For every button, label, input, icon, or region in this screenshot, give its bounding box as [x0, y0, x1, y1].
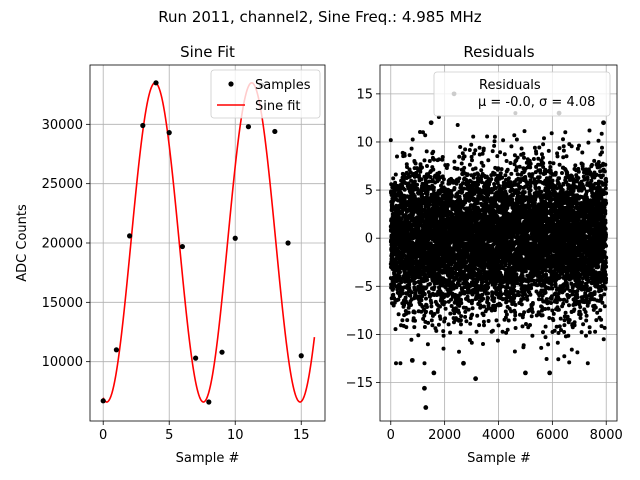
legend-residuals-stats: μ = -0.0, σ = 4.08 [478, 95, 595, 110]
sine-fit-frame [89, 64, 326, 422]
sample-point [193, 355, 199, 361]
residuals-ytick-label: 10 [356, 135, 373, 150]
sine-fit-ytick-label: 25000 [42, 177, 83, 192]
residuals-legend: Residuals μ = -0.0, σ = 4.08 [433, 71, 611, 117]
legend-sine-fit-label: Sine fit [255, 99, 301, 114]
sample-point [179, 243, 186, 250]
sine-fit-grid [90, 65, 325, 421]
residual-outlier-point [601, 120, 606, 126]
residuals-xlabel: Sample # [467, 451, 531, 466]
residuals-ytick-label: −10 [346, 328, 373, 343]
residual-outlier-point [431, 370, 437, 376]
residual-outlier-point [423, 405, 429, 410]
residuals-panel: Residuals Sample # 0 2000 4000 6000 8000 −15 −… [346, 43, 623, 466]
sample-point [206, 399, 212, 405]
sine-fit-ytick-label: 30000 [42, 118, 83, 133]
residuals-ytick-label: 5 [365, 184, 373, 199]
sample-point [298, 353, 304, 359]
residuals-ytick-label: −15 [346, 376, 373, 391]
sine-fit-ytick-label: 15000 [42, 296, 83, 311]
residual-points [388, 111, 609, 366]
sample-point [219, 349, 225, 355]
residual-outlier-point [428, 120, 434, 126]
sine-fit-legend: Samples Sine fit [210, 69, 321, 119]
legend-samples-label: Samples [255, 78, 311, 93]
residual-outlier-point [461, 360, 466, 366]
sine-fit-ytick-label: 10000 [42, 355, 83, 370]
sine-fit-plot-area [100, 80, 316, 405]
sample-point [113, 347, 120, 353]
residual-outlier-point [547, 370, 553, 376]
residuals-xtick-label: 4000 [482, 428, 515, 443]
residuals-frame [379, 64, 618, 422]
residuals-title: Residuals [463, 43, 534, 61]
sample-point [272, 128, 278, 135]
residual-outlier-point [409, 357, 415, 363]
sample-point [166, 130, 172, 136]
residuals-xtick-label: 0 [387, 428, 395, 443]
sample-point [245, 124, 252, 130]
legend-samples-marker [228, 81, 234, 87]
legend-residuals-label: Residuals [479, 78, 541, 93]
residual-outlier-point [523, 370, 528, 376]
sine-fit-title: Sine Fit [180, 43, 235, 61]
residuals-legend-box [433, 71, 611, 117]
residuals-xtick-label: 2000 [428, 428, 461, 443]
sample-point [127, 233, 133, 239]
sine-fit-legend-box [210, 69, 321, 119]
residual-outlier-point [473, 376, 479, 382]
sample-point [232, 235, 238, 241]
residual-outlier-point [422, 385, 427, 391]
figure-suptitle: Run 2011, channel2, Sine Freq.: 4.985 MH… [158, 8, 482, 26]
sample-point [153, 80, 159, 86]
sine-fit-xtick-label: 0 [99, 428, 107, 443]
sine-fit-ylabel: ADC Counts [15, 204, 30, 282]
sample-point [285, 240, 291, 246]
sine-fit-xtick-label: 5 [165, 428, 173, 443]
residuals-ytick-label: 0 [365, 232, 373, 247]
sine-fit-xtick-label: 15 [293, 428, 310, 443]
sine-fit-panel: Sine Fit Sample # ADC Counts 0 5 10 15 10000… [15, 43, 326, 466]
residuals-ytick-label: 15 [356, 87, 373, 102]
sine-fit-ytick-label: 20000 [42, 237, 83, 252]
sample-point [100, 398, 106, 404]
sine-fit-xlabel: Sample # [176, 451, 240, 466]
sample-point [140, 122, 146, 129]
residuals-plot-area [388, 91, 609, 410]
residuals-ytick-label: −5 [354, 280, 373, 295]
residuals-xtick-label: 6000 [536, 428, 569, 443]
residuals-xtick-label: 8000 [590, 428, 623, 443]
sine-fit-xtick-label: 10 [227, 428, 244, 443]
sine-fit-line [102, 82, 316, 403]
